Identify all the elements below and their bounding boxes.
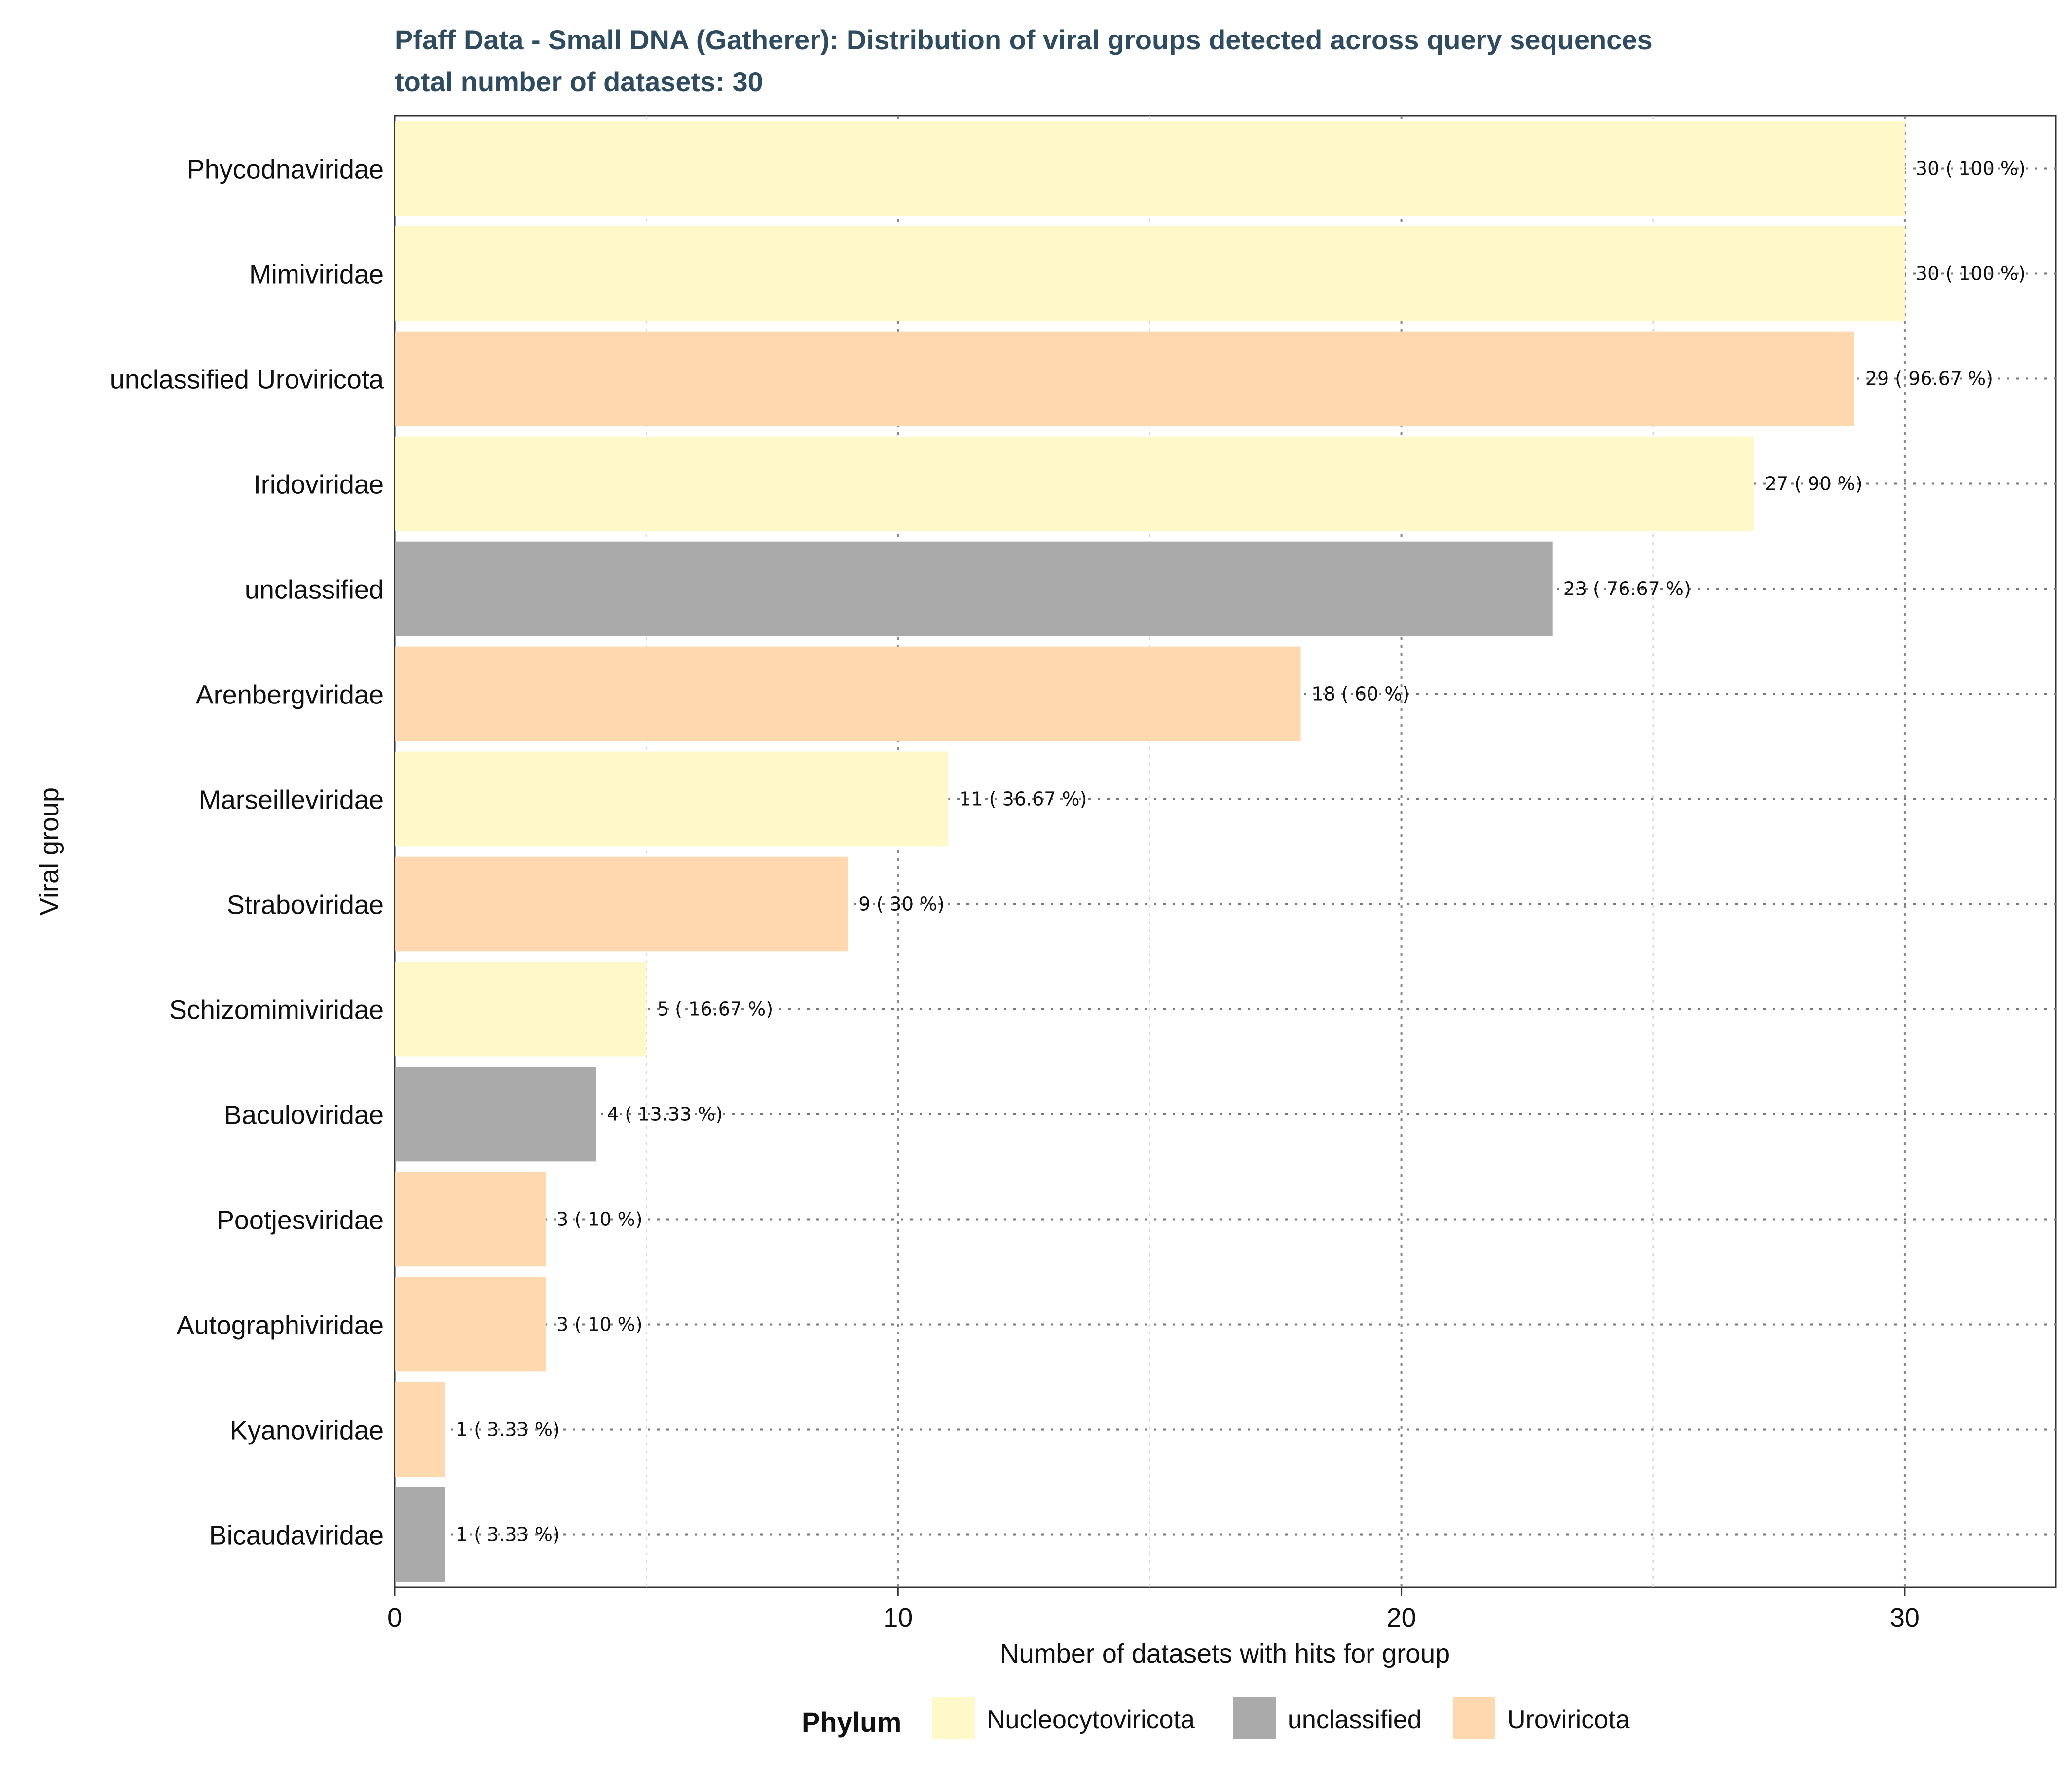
x-axis-ticks: 0 10 20 30 <box>387 1587 1920 1632</box>
x-tick-label: 0 <box>387 1603 402 1632</box>
y-tick-label: Marseilleviridae <box>199 785 384 815</box>
y-tick-label: Pootjesviridae <box>217 1206 384 1235</box>
bar <box>395 751 949 847</box>
bar <box>395 1277 546 1372</box>
y-axis-title: Viral group <box>35 787 64 916</box>
data-label: 3 ( 10 %) <box>556 1314 643 1335</box>
chart-subtitle: total number of datasets: 30 <box>395 66 763 97</box>
bar <box>395 1067 596 1162</box>
y-tick-label: Schizomimiviridae <box>169 996 384 1025</box>
bars <box>395 121 1905 1582</box>
data-label: 29 ( 96.67 %) <box>1865 368 1993 390</box>
bar <box>395 1382 445 1477</box>
legend-label: unclassified <box>1288 1705 1422 1734</box>
legend: Phylum Nucleocytoviricota unclassified Uro… <box>802 1697 1630 1739</box>
bar <box>395 1487 445 1582</box>
bar <box>395 436 1754 531</box>
plot-panel: 30 ( 100 %) 30 ( 100 %) 29 ( 96.67 %) 27 ( … <box>394 115 2057 1588</box>
x-tick-label: 20 <box>1387 1603 1416 1632</box>
data-label: 4 ( 13.33 %) <box>607 1104 723 1125</box>
legend-title: Phylum <box>802 1706 901 1738</box>
data-label: 23 ( 76.67 %) <box>1563 578 1691 600</box>
legend-entries: Nucleocytoviricota unclassified Uroviricot… <box>932 1697 1630 1739</box>
x-tick-label: 30 <box>1890 1603 1920 1632</box>
bar <box>395 962 647 1057</box>
data-label: 1 ( 3.33 %) <box>456 1419 560 1441</box>
y-tick-label: Kyanoviridae <box>230 1416 384 1445</box>
bar <box>395 226 1905 321</box>
bar <box>395 646 1301 741</box>
legend-label: Nucleocytoviricota <box>987 1705 1195 1734</box>
bar <box>395 541 1553 636</box>
y-tick-label: Autographiviridae <box>177 1311 384 1340</box>
data-label: 5 ( 16.67 %) <box>657 999 773 1020</box>
data-labels: 30 ( 100 %) 30 ( 100 %) 29 ( 96.67 %) 27 ( … <box>456 158 2026 1546</box>
legend-key <box>1453 1697 1495 1739</box>
y-tick-label: Bicaudaviridae <box>209 1521 384 1551</box>
y-tick-label: Phycodnaviridae <box>187 155 384 185</box>
data-label: 1 ( 3.33 %) <box>456 1524 560 1546</box>
bar <box>395 856 848 952</box>
data-label: 27 ( 90 %) <box>1765 473 1863 495</box>
plot-border <box>394 115 2057 1588</box>
legend-key <box>932 1697 975 1739</box>
x-axis-title: Number of datasets with hits for group <box>1000 1639 1450 1668</box>
y-tick-label: unclassified Uroviricota <box>110 365 384 395</box>
data-label: 18 ( 60 %) <box>1312 683 1410 705</box>
data-label: 9 ( 30 %) <box>858 893 945 915</box>
bar <box>395 331 1854 426</box>
y-tick-label: unclassified <box>245 575 384 605</box>
bar <box>395 121 1905 216</box>
legend-key <box>1233 1697 1276 1739</box>
data-label: 30 ( 100 %) <box>1916 263 2026 285</box>
x-tick-label: 10 <box>883 1603 913 1632</box>
y-tick-label: Iridoviridae <box>254 470 384 500</box>
y-tick-label: Baculoviridae <box>224 1101 384 1130</box>
data-label: 30 ( 100 %) <box>1916 158 2026 180</box>
data-label: 3 ( 10 %) <box>556 1209 643 1230</box>
chart-title: Pfaff Data - Small DNA (Gatherer): Distr… <box>395 24 1653 55</box>
y-tick-label: Straboviridae <box>227 890 384 920</box>
data-label: 11 ( 36.67 %) <box>959 788 1087 810</box>
legend-label: Uroviricota <box>1507 1705 1630 1734</box>
y-axis-tick-labels: Phycodnaviridae Mimiviridae unclassified U… <box>110 155 384 1551</box>
y-tick-label: Arenbergviridae <box>196 680 384 710</box>
bar <box>395 1172 546 1267</box>
y-tick-label: Mimiviridae <box>249 260 384 290</box>
